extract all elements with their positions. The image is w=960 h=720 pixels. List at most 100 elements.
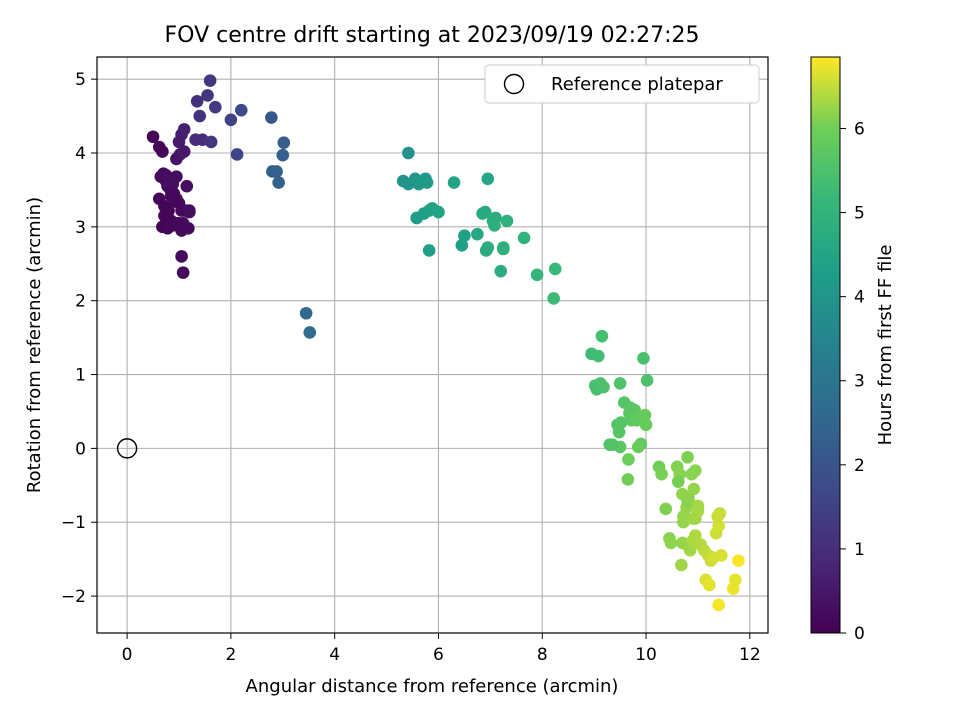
data-point (640, 374, 654, 387)
data-point (639, 418, 653, 432)
plot-frame (96, 56, 769, 634)
colorbar-tick-label: 2 (854, 456, 865, 476)
data-point (471, 227, 484, 241)
data-point (622, 453, 635, 466)
data-point (458, 229, 471, 243)
data-point (175, 250, 188, 263)
data-point (209, 100, 222, 114)
data-point (156, 145, 169, 158)
data-point (729, 573, 742, 587)
data-point (659, 502, 673, 516)
data-point (488, 219, 501, 232)
data-point (613, 377, 627, 390)
data-point (303, 326, 317, 339)
x-axis-label: Angular distance from reference (arcmin) (246, 676, 619, 697)
legend: Reference platepar (484, 64, 760, 104)
data-point (703, 578, 716, 592)
colorbar-tick-label: 1 (854, 540, 865, 560)
colorbar-tick-label: 5 (854, 204, 865, 224)
data-point (614, 416, 628, 429)
data-point (638, 408, 652, 422)
data-point (182, 222, 195, 235)
y-tick-label: −1 (61, 513, 86, 533)
colorbar-tick-label: 3 (854, 372, 865, 392)
legend-reference-label: Reference platepar (551, 74, 723, 95)
data-point (402, 146, 415, 160)
data-point (193, 109, 207, 123)
data-point (158, 209, 171, 223)
data-point (631, 440, 645, 454)
x-tick-label: 0 (122, 645, 133, 665)
colorbar-tick-label: 6 (854, 119, 865, 139)
data-point (711, 510, 724, 523)
data-point (161, 222, 174, 235)
data-point (190, 95, 204, 108)
data-point (272, 176, 285, 189)
data-point (494, 264, 508, 278)
data-point (732, 554, 745, 567)
colorbar-tick-label: 4 (854, 288, 865, 308)
data-point (621, 473, 635, 486)
data-point (234, 103, 248, 117)
data-point (224, 113, 238, 127)
data-point (675, 558, 688, 572)
data-point (597, 380, 610, 394)
data-point (497, 241, 510, 254)
data-point (189, 133, 202, 147)
y-tick-label: 0 (75, 439, 86, 459)
grid-lines (97, 57, 768, 633)
data-point (270, 165, 283, 178)
data-point (230, 148, 244, 161)
legend-box (484, 64, 760, 104)
data-point (481, 241, 495, 254)
data-point (686, 512, 700, 525)
data-point (420, 176, 434, 189)
x-axis-ticks: 0 2 4 6 8 10 12 (122, 633, 761, 665)
data-point (691, 499, 705, 513)
colorbar: 0 1 2 3 4 5 6 Hours from first FF file (810, 56, 896, 644)
data-point (146, 130, 160, 144)
x-tick-label: 12 (739, 645, 761, 665)
data-point (164, 189, 178, 203)
data-point (277, 136, 291, 149)
data-point (422, 244, 436, 257)
x-tick-label: 8 (537, 645, 548, 665)
data-point (624, 401, 637, 415)
data-point (712, 598, 725, 612)
data-point (455, 239, 469, 252)
x-tick-label: 6 (433, 645, 444, 665)
data-point (689, 464, 702, 477)
reference-platepar-marker (116, 438, 138, 459)
colorbar-label: Hours from first FF file (875, 245, 896, 446)
data-point (183, 204, 196, 217)
data-point (176, 266, 190, 279)
data-point (606, 438, 619, 451)
data-point (299, 306, 313, 320)
data-point (276, 148, 290, 162)
data-point (612, 425, 626, 439)
data-point (447, 176, 461, 189)
data-point (687, 482, 701, 496)
y-tick-label: 1 (75, 366, 86, 386)
colorbar-ticks: 0 1 2 3 4 5 6 (840, 119, 865, 644)
data-point (637, 351, 650, 365)
data-point (177, 123, 191, 136)
data-point (548, 262, 562, 276)
y-axis-label: Rotation from reference (arcmin) (24, 197, 45, 493)
data-point (177, 145, 191, 158)
data-point (201, 89, 214, 102)
data-point (592, 349, 605, 363)
y-axis-ticks: −2 −1 0 1 2 3 4 5 (61, 70, 97, 607)
data-point (664, 536, 678, 550)
data-point (500, 214, 514, 228)
data-point (595, 329, 609, 343)
colorbar-tick-label: 0 (854, 624, 865, 644)
colorbar-gradient (810, 56, 841, 634)
y-tick-label: 4 (75, 144, 86, 164)
data-point (655, 467, 668, 481)
data-point (682, 492, 695, 505)
data-point (681, 450, 694, 464)
x-tick-label: 10 (635, 645, 657, 665)
x-tick-label: 2 (225, 645, 236, 665)
